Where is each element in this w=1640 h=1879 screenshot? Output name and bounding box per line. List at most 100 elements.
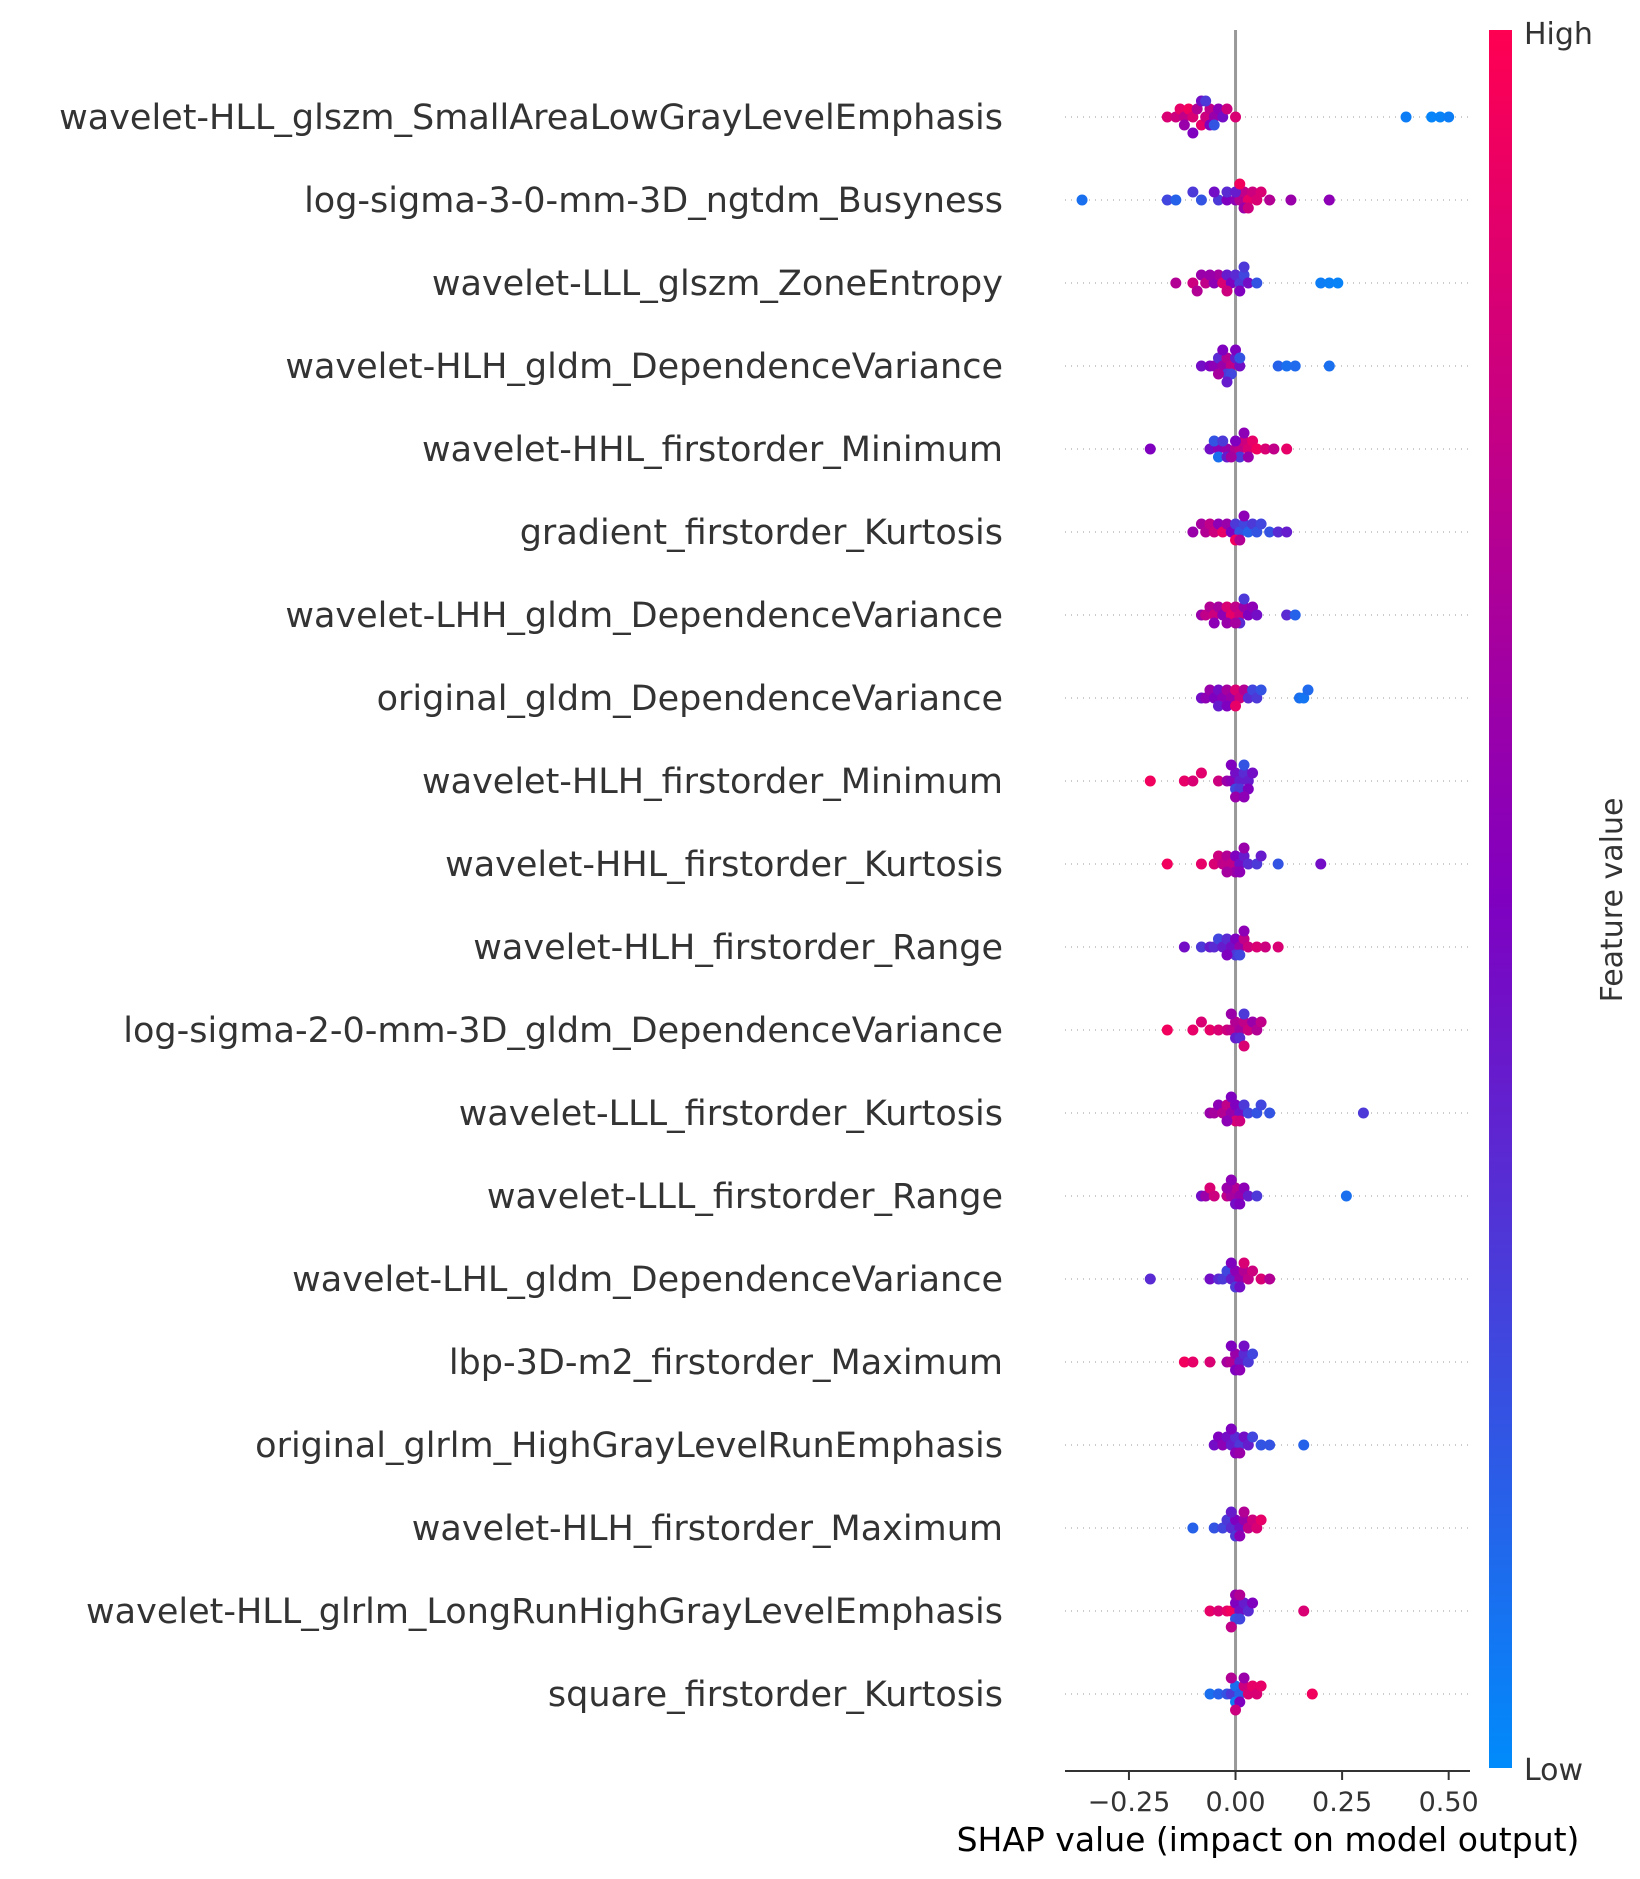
shap-point <box>1340 1190 1352 1202</box>
shap-point <box>1204 1356 1216 1368</box>
shap-point <box>1255 1680 1267 1692</box>
shap-point <box>1221 376 1233 388</box>
shap-point <box>1234 534 1246 546</box>
shap-point <box>1212 1688 1224 1700</box>
shap-point <box>1212 1605 1224 1617</box>
shap-point <box>1234 178 1246 190</box>
shap-point <box>1272 858 1284 870</box>
shap-point <box>1251 443 1263 455</box>
shap-point <box>1225 759 1237 771</box>
shap-point <box>1221 700 1233 712</box>
shap-point <box>1221 617 1233 629</box>
shap-point <box>1225 1423 1237 1435</box>
shap-point <box>1217 344 1229 356</box>
shap-point <box>1264 1273 1276 1285</box>
shap-point <box>1289 609 1301 621</box>
shap-point <box>1230 111 1242 123</box>
shap-point <box>1204 1024 1216 1036</box>
shap-point <box>1195 360 1207 372</box>
shap-point <box>1212 775 1224 787</box>
shap-point <box>1225 1257 1237 1269</box>
shap-point <box>1230 617 1242 629</box>
x-tick-label: −0.25 <box>1088 1787 1171 1818</box>
shap-point <box>1259 443 1271 455</box>
feature-label: wavelet-HHL_firstorder_Minimum <box>422 430 1003 470</box>
shap-point <box>1234 949 1246 961</box>
shap-point <box>1238 1040 1250 1052</box>
shap-point <box>1195 941 1207 953</box>
shap-point <box>1281 609 1293 621</box>
shap-point <box>1212 451 1224 463</box>
colorbar-title: Feature value <box>1595 798 1630 1003</box>
shap-point <box>1259 941 1271 953</box>
shap-point <box>1255 1099 1267 1111</box>
shap-point <box>1255 1016 1267 1028</box>
shap-point <box>1208 617 1220 629</box>
shap-point <box>1242 858 1254 870</box>
shap-point <box>1247 767 1259 779</box>
shap-point <box>1144 1273 1156 1285</box>
shap-point <box>1251 1190 1263 1202</box>
shap-point <box>1238 1008 1250 1020</box>
shap-point <box>1247 1348 1259 1360</box>
shap-point <box>1217 435 1229 447</box>
shap-point <box>1298 1605 1310 1617</box>
shap-point <box>1187 1356 1199 1368</box>
shap-point <box>1281 443 1293 455</box>
shap-point <box>1161 1024 1173 1036</box>
shap-point <box>1225 1340 1237 1352</box>
shap-point <box>1281 360 1293 372</box>
shap-point <box>1234 352 1246 364</box>
shap-point <box>1195 767 1207 779</box>
shap-point <box>1204 1688 1216 1700</box>
x-tick-label: 0.00 <box>1205 1787 1265 1818</box>
shap-point <box>1221 186 1233 198</box>
colorbar-high-label: High <box>1524 17 1593 52</box>
shap-point <box>1221 194 1233 206</box>
shap-point <box>1208 1522 1220 1534</box>
shap-point <box>1221 1115 1233 1127</box>
shap-point <box>1144 443 1156 455</box>
shap-point <box>1234 1281 1246 1293</box>
shap-point <box>1289 360 1301 372</box>
shap-point <box>1242 202 1254 214</box>
shap-point <box>1200 95 1212 107</box>
shap-point <box>1242 941 1254 953</box>
shap-point <box>1242 277 1254 289</box>
colorbar-low-label: Low <box>1524 1753 1583 1788</box>
feature-label: log-sigma-2-0-mm-3D_gldm_DependenceVaria… <box>123 1011 1003 1051</box>
shap-point <box>1225 1091 1237 1103</box>
shap-point <box>1238 427 1250 439</box>
shap-point <box>1255 1273 1267 1285</box>
shap-point <box>1230 435 1242 447</box>
shap-point <box>1204 1273 1216 1285</box>
shap-point <box>1187 1024 1199 1036</box>
shap-point <box>1251 609 1263 621</box>
shap-point <box>1247 1265 1259 1277</box>
shap-point <box>1357 1107 1369 1119</box>
shap-point <box>1426 111 1438 123</box>
x-tick-label: 0.50 <box>1419 1787 1479 1818</box>
feature-label: wavelet-LLL_firstorder_Kurtosis <box>459 1094 1003 1134</box>
shap-point <box>1225 1621 1237 1633</box>
shap-point <box>1251 277 1263 289</box>
shap-point <box>1161 111 1173 123</box>
shap-point <box>1285 194 1297 206</box>
shap-point <box>1238 791 1250 803</box>
shap-point <box>1221 285 1233 297</box>
feature-label: wavelet-HLL_glrlm_LongRunHighGrayLevelEm… <box>86 1592 1003 1632</box>
shap-point <box>1255 850 1267 862</box>
shap-point <box>1251 941 1263 953</box>
shap-point <box>1323 277 1335 289</box>
shap-point <box>1076 194 1088 206</box>
shap-point <box>1234 1613 1246 1625</box>
shap-point <box>1238 261 1250 273</box>
shap-point <box>1195 1016 1207 1028</box>
shap-point <box>1272 360 1284 372</box>
shap-point <box>1255 518 1267 530</box>
shap-point <box>1187 186 1199 198</box>
shap-point <box>1332 277 1344 289</box>
shap-point <box>1264 526 1276 538</box>
shap-point <box>1178 1356 1190 1368</box>
